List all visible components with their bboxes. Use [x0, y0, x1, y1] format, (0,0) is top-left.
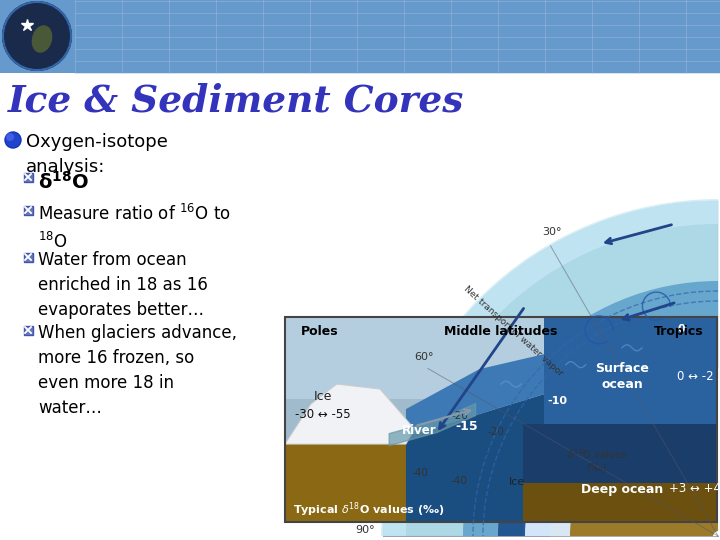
- Text: Tropics: Tropics: [654, 325, 704, 338]
- Wedge shape: [525, 434, 593, 536]
- Text: -40: -40: [450, 476, 467, 486]
- Text: Measure ratio of $^{16}$O to
$^{18}$O: Measure ratio of $^{16}$O to $^{18}$O: [38, 204, 231, 252]
- Text: Middle latitudes: Middle latitudes: [444, 325, 558, 338]
- Bar: [285, 444, 717, 522]
- Text: -10: -10: [547, 396, 567, 406]
- Text: Net transport of water vapor: Net transport of water vapor: [462, 284, 564, 378]
- Circle shape: [3, 2, 71, 70]
- Wedge shape: [463, 281, 718, 536]
- Polygon shape: [406, 389, 717, 522]
- Text: Oxygen-isotope
analysis:: Oxygen-isotope analysis:: [26, 133, 168, 176]
- Text: $\mathbf{\delta^{18}}$$\mathbf{O}$: $\mathbf{\delta^{18}}$$\mathbf{O}$: [38, 171, 89, 193]
- Text: -20: -20: [451, 410, 468, 421]
- Polygon shape: [406, 354, 717, 436]
- Bar: [523, 483, 717, 522]
- Bar: [24, 172, 32, 181]
- Text: -15: -15: [455, 420, 478, 433]
- Text: Poles: Poles: [301, 325, 339, 338]
- Ellipse shape: [32, 25, 53, 53]
- Text: Ice: Ice: [509, 477, 525, 487]
- Bar: [285, 399, 717, 450]
- Circle shape: [6, 133, 14, 141]
- Text: $\delta^{18}$O values
(‰): $\delta^{18}$O values (‰): [567, 448, 626, 473]
- Text: -20: -20: [487, 428, 505, 437]
- Text: When glaciers advance,
more 16 frozen, so
even more 18 in
water…: When glaciers advance, more 16 frozen, s…: [38, 324, 237, 417]
- Text: 60°: 60°: [414, 352, 433, 361]
- Text: Water from ocean
enriched in 18 as 16
evaporates better…: Water from ocean enriched in 18 as 16 ev…: [38, 251, 208, 319]
- Wedge shape: [383, 201, 718, 536]
- Bar: [523, 424, 717, 522]
- Text: 90°: 90°: [355, 525, 375, 535]
- Text: Ice & Sediment Cores: Ice & Sediment Cores: [8, 82, 464, 119]
- Circle shape: [5, 132, 21, 148]
- Text: +3 ↔ +4: +3 ↔ +4: [670, 483, 720, 496]
- Text: -30 ↔ -55: -30 ↔ -55: [295, 408, 351, 421]
- Wedge shape: [381, 199, 718, 536]
- Text: Surface
ocean: Surface ocean: [595, 362, 649, 390]
- Text: 30°: 30°: [541, 227, 562, 237]
- Text: -40: -40: [411, 468, 428, 477]
- Bar: [285, 317, 717, 450]
- Bar: [24, 326, 32, 334]
- Text: Deep ocean: Deep ocean: [581, 483, 663, 496]
- Text: Typical $\delta^{18}$O values (‰): Typical $\delta^{18}$O values (‰): [293, 501, 444, 519]
- Bar: [24, 253, 32, 261]
- Bar: [24, 206, 32, 214]
- Wedge shape: [550, 368, 718, 536]
- Wedge shape: [498, 316, 718, 536]
- Text: Ice: Ice: [314, 389, 332, 403]
- Bar: [285, 317, 717, 522]
- Text: River: River: [402, 423, 436, 437]
- Text: 0: 0: [678, 324, 685, 334]
- Bar: [0, 0, 720, 73]
- Polygon shape: [285, 384, 415, 444]
- Bar: [544, 317, 717, 444]
- Text: 0 ↔ -2: 0 ↔ -2: [677, 369, 714, 383]
